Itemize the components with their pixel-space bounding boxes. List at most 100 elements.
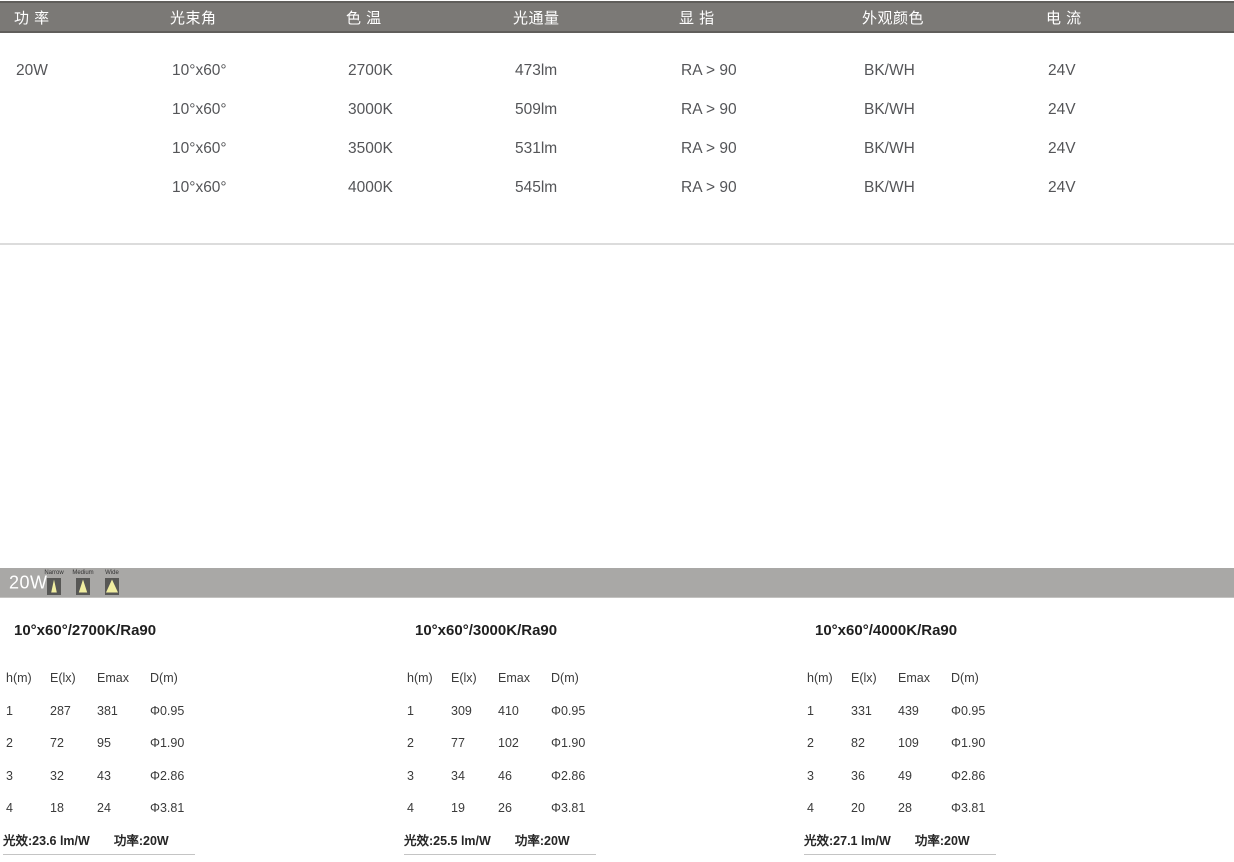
power-value: 功率:20W [514,834,570,848]
photometric-grid: h(m) E(lx) Emax D(m) 1 331 439 Φ0.95 2 82 109 Φ1.90… [807,662,1047,825]
table-cell: 20W [16,61,48,79]
table-row: 10°x60° 4000K 545lm RA > 90 BK/WH 24V [0,168,1234,207]
table-row: 4 20 28 Φ3.81 [807,792,1047,825]
table-cell: 410 [498,703,519,718]
photometric-table-title: 10°x60°/2700K/Ra90 [14,622,157,639]
column-header: E(lx) [851,671,877,686]
table-cell: 1 [6,703,13,718]
photometric-footer: 光效:27.1 lm/W 功率:20W [804,830,996,855]
column-header: D(m) [951,671,979,686]
table-cell: 49 [898,768,912,783]
table-cell: BK/WH [864,178,915,196]
table-cell: 2 [807,736,814,751]
beam-option-label: Medium [72,570,94,576]
table-cell: Φ1.90 [150,736,185,751]
column-header: h(m) [407,671,433,686]
table-cell: 509lm [515,100,558,118]
table-row: 2 72 95 Φ1.90 [6,727,246,760]
spec-column-header: 光束角 [170,9,217,27]
beam-option-label: Wide [105,570,119,576]
table-cell: 102 [498,736,519,751]
power-badge: 20W [9,572,48,592]
photometric-header-row: h(m) E(lx) Emax D(m) [407,662,647,695]
table-cell: 331 [851,703,872,718]
spec-table-body: 20W 10°x60° 2700K 473lm RA > 90 BK/WH 24V 10°x6… [0,51,1234,207]
beam-icons: Narrow Medium Wide [44,570,119,595]
table-cell: 1 [807,703,814,718]
table-cell: 10°x60° [172,61,227,79]
table-cell: Φ1.90 [951,736,986,751]
table-cell: 439 [898,703,919,718]
beam-option-medium: Medium [72,570,94,595]
table-cell: 381 [97,703,118,718]
table-cell: 36 [851,768,865,783]
table-cell: RA > 90 [681,100,737,118]
table-cell: 26 [498,801,512,816]
narrow-beam-icon [47,578,61,595]
table-cell: 10°x60° [172,139,227,157]
table-row: 4 19 26 Φ3.81 [407,792,647,825]
table-cell: 24V [1048,178,1076,196]
table-cell: RA > 90 [681,61,737,79]
beam-option-wide: Wide [105,570,119,595]
spec-column-header: 电 流 [1046,9,1082,27]
table-cell: 72 [50,736,64,751]
table-cell: 20 [851,801,865,816]
table-cell: 531lm [515,139,558,157]
table-cell: Φ2.86 [551,768,586,783]
power-value: 功率:20W [113,834,169,848]
table-cell: RA > 90 [681,139,737,157]
table-cell: Φ3.81 [551,801,586,816]
table-cell: Φ2.86 [951,768,986,783]
table-cell: Φ3.81 [951,801,986,816]
photometric-grid: h(m) E(lx) Emax D(m) 1 309 410 Φ0.95 2 77 102 Φ1.90… [407,662,647,825]
table-cell: 18 [50,801,64,816]
table-cell: 4 [407,801,414,816]
photometric-grid: h(m) E(lx) Emax D(m) 1 287 381 Φ0.95 2 72 95 Φ1.90 3… [6,662,246,825]
table-cell: 4 [6,801,13,816]
spec-column-header: 光通量 [513,9,560,27]
table-cell: 309 [451,703,472,718]
table-cell: 1 [407,703,414,718]
photometric-table-title: 10°x60°/4000K/Ra90 [815,622,958,639]
table-cell: 2 [407,736,414,751]
table-cell: 24V [1048,100,1076,118]
spec-column-header: 显 指 [679,9,715,27]
power-value: 功率:20W [914,834,970,848]
table-row: 1 331 439 Φ0.95 [807,695,1047,728]
table-cell: 95 [97,736,111,751]
table-cell: 77 [451,736,465,751]
table-cell: 24V [1048,139,1076,157]
efficacy-value: 光效:27.1 lm/W [804,834,891,848]
beam-options-bar: 20W Narrow Medium Wide [0,568,1234,598]
table-row: 1 309 410 Φ0.95 [407,695,647,728]
table-cell: Φ0.95 [150,703,185,718]
table-cell: 46 [498,768,512,783]
wide-beam-icon [105,578,119,595]
table-cell: 2700K [348,61,393,79]
column-header: Emax [898,671,930,686]
table-cell: 24V [1048,61,1076,79]
column-header: D(m) [551,671,579,686]
table-cell: 3 [6,768,13,783]
table-cell: 24 [97,801,111,816]
table-cell: 4000K [348,178,393,196]
column-header: Emax [498,671,530,686]
photometric-footer: 光效:25.5 lm/W 功率:20W [404,830,596,855]
table-cell: 28 [898,801,912,816]
table-cell: 287 [50,703,71,718]
table-row: 2 77 102 Φ1.90 [407,727,647,760]
table-cell: BK/WH [864,61,915,79]
table-row: 10°x60° 3500K 531lm RA > 90 BK/WH 24V [0,129,1234,168]
table-cell: 10°x60° [172,178,227,196]
table-cell: 32 [50,768,64,783]
table-cell: 82 [851,736,865,751]
spec-column-header: 色 温 [346,9,382,27]
table-cell: Φ2.86 [150,768,185,783]
photometric-header-row: h(m) E(lx) Emax D(m) [6,662,246,695]
table-cell: 109 [898,736,919,751]
table-cell: BK/WH [864,139,915,157]
table-cell: Φ0.95 [551,703,586,718]
column-header: h(m) [807,671,833,686]
medium-beam-icon [76,578,90,595]
